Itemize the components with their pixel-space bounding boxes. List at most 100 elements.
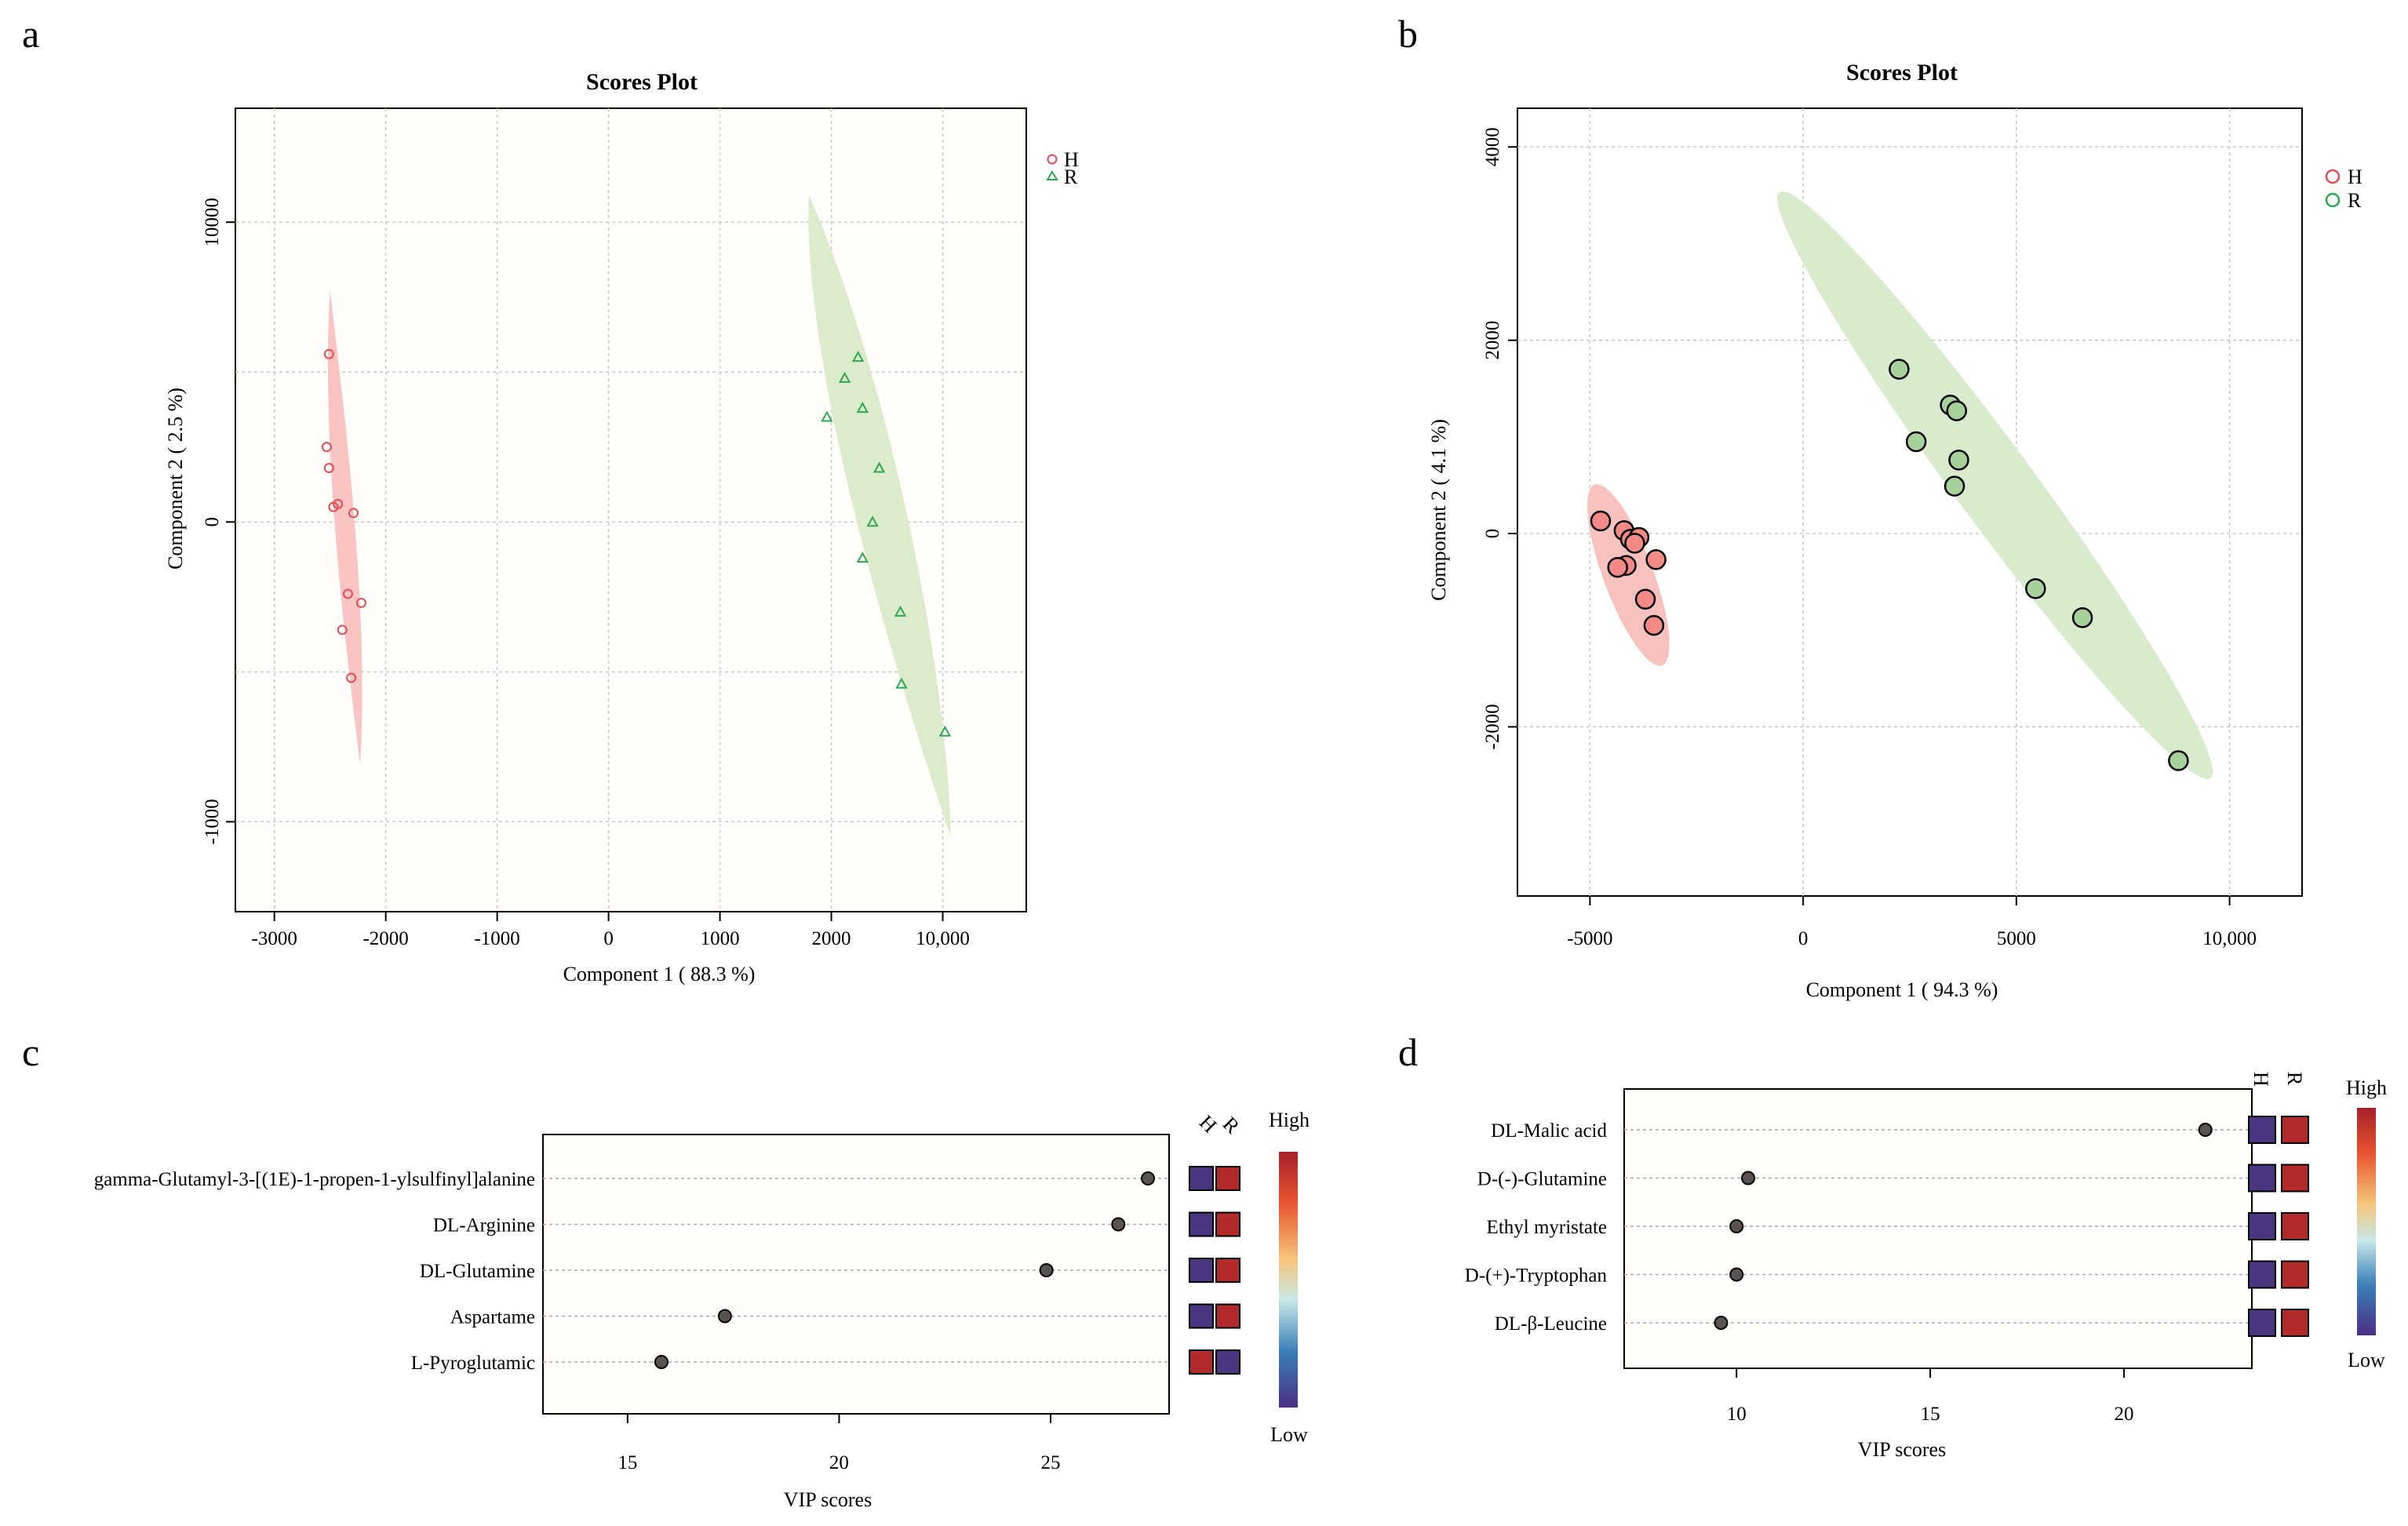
point-r — [821, 410, 833, 422]
x-tick-label: 2000 — [812, 928, 851, 949]
x-tick-label: -2000 — [362, 928, 408, 949]
panel-a-legend-r-marker — [1046, 170, 1058, 180]
point-r — [872, 461, 886, 473]
x-tick-label: 25 — [1041, 1452, 1061, 1473]
heatmap-cell — [2281, 1260, 2309, 1289]
panel-c-vip-plot: gamma-Glutamyl-3-[(1E)-1-propen-1-ylsulf… — [94, 1109, 1310, 1511]
point-r — [851, 351, 865, 362]
confidence-ellipse-r — [1777, 191, 2213, 780]
panel-c-legend-high: High — [1269, 1109, 1310, 1131]
point-r — [838, 371, 851, 383]
panel-b-y-axis-label: Component 2 ( 4.1 %) — [1427, 419, 1450, 601]
panel-a-legend: H R — [1046, 148, 1079, 188]
panel-a-scores-plot: -3000 -2000 -1000 0 1000 2000 10,000 -1000 0 1000… — [164, 69, 1079, 985]
point-h — [1590, 510, 1612, 532]
x-tick-label: 20 — [2115, 1404, 2134, 1425]
point-r — [1948, 450, 1969, 471]
x-tick-label: -3000 — [252, 928, 297, 949]
point-r — [895, 677, 908, 689]
panel-a-plot-area — [235, 107, 1027, 912]
panel-c-plot-area — [542, 1134, 1170, 1415]
point-r — [1946, 400, 1968, 421]
heatmap-cell — [2281, 1164, 2309, 1193]
heatmap-cell — [1189, 1166, 1214, 1191]
panel-letter-d: d — [1398, 1030, 1418, 1074]
panel-a-ticks: -3000 -2000 -1000 0 1000 2000 10,000 -1000 0 1000… — [202, 198, 970, 949]
x-tick-label: 5000 — [1997, 928, 2036, 949]
heatmap-cell — [2248, 1116, 2276, 1144]
point-h — [346, 672, 357, 683]
heatmap-cell — [2248, 1212, 2276, 1240]
x-tick-label: 15 — [617, 1452, 637, 1473]
panel-b-legend-h-label: H — [2348, 166, 2362, 188]
point-r — [894, 605, 907, 617]
y-tick-label: 0 — [202, 517, 223, 527]
heatmap-cell — [1189, 1258, 1214, 1283]
vip-point — [1111, 1217, 1126, 1232]
heatmap-cell — [2281, 1212, 2309, 1240]
heatmap-cell — [2281, 1116, 2309, 1144]
panel-b-points — [1590, 359, 2189, 771]
panel-d-rows: DL-Malic acid D-(-)-Glutamine Ethyl myrist… — [1465, 1116, 2309, 1337]
confidence-ellipse-h — [327, 291, 362, 765]
panel-c-color-scale — [1279, 1152, 1298, 1408]
vip-point — [1039, 1263, 1054, 1277]
point-h — [1624, 533, 1645, 554]
x-tick-label: 10,000 — [2202, 928, 2257, 949]
vip-point — [1714, 1316, 1729, 1330]
point-r — [866, 515, 879, 527]
panel-c-heat-col-r: R — [1219, 1113, 1244, 1138]
point-h — [1634, 588, 1656, 610]
panel-a-points — [321, 348, 952, 737]
panel-a-grid — [235, 108, 1026, 912]
heatmap-cell — [2248, 1309, 2276, 1337]
panel-b-scores-plot: -5000 0 5000 10,000 -2000 0 2000 4000 Scores Pl… — [1427, 60, 2362, 1001]
category-label: gamma-Glutamyl-3-[(1E)-1-propen-1-ylsulf… — [94, 1169, 535, 1190]
category-label: D-(+)-Tryptophan — [1465, 1266, 1608, 1287]
heatmap-cell — [1215, 1166, 1240, 1191]
heatmap-cell — [2248, 1164, 2276, 1193]
panel-b-legend-h-marker — [2325, 169, 2341, 184]
x-tick-label: 20 — [829, 1452, 849, 1473]
category-label: L-Pyroglutamic — [411, 1353, 535, 1374]
panel-letter-c: c — [22, 1030, 39, 1074]
panel-b-ticks: -5000 0 5000 10,000 -2000 0 2000 4000 — [1482, 127, 2257, 949]
heatmap-cell — [1215, 1303, 1240, 1329]
point-h — [1645, 549, 1667, 570]
point-h — [333, 498, 344, 509]
y-tick-label: 10000 — [202, 198, 223, 247]
x-tick-label: 15 — [1921, 1404, 1940, 1425]
panel-letter-a: a — [22, 12, 39, 56]
vip-point — [2198, 1123, 2213, 1137]
panel-d-plot-area — [1623, 1088, 2253, 1369]
heatmap-cell — [1189, 1211, 1214, 1237]
vip-point — [1141, 1171, 1156, 1185]
panel-b-x-axis-label: Component 1 ( 94.3 %) — [1806, 978, 1998, 1001]
x-tick-label: -5000 — [1567, 928, 1612, 949]
heatmap-cell — [1215, 1349, 1240, 1375]
point-h — [1643, 614, 1665, 636]
point-h — [323, 463, 334, 474]
point-h — [355, 597, 366, 608]
panel-a-title: Scores Plot — [586, 69, 698, 95]
heatmap-cell — [1189, 1349, 1214, 1375]
panel-b-legend-r-marker — [2325, 192, 2341, 208]
panel-b-legend: H R — [2325, 166, 2362, 212]
heatmap-cell — [2281, 1309, 2309, 1337]
point-h — [342, 588, 353, 599]
heatmap-cell — [2248, 1260, 2276, 1289]
point-r — [1905, 431, 1927, 453]
category-label: DL-Arginine — [433, 1215, 535, 1236]
x-tick-label: 10 — [1727, 1404, 1747, 1425]
panel-b-legend-r-label: R — [2348, 189, 2362, 212]
y-tick-label: 4000 — [1482, 127, 1503, 166]
point-h — [337, 625, 348, 636]
vip-point — [1741, 1171, 1756, 1185]
panel-b-title: Scores Plot — [1846, 60, 1958, 86]
point-h — [1607, 556, 1628, 578]
panel-a-y-axis-label: Component 2 ( 2.5 %) — [164, 388, 187, 570]
point-r — [938, 725, 952, 737]
panel-a-legend-h-marker — [1047, 154, 1058, 165]
heatmap-cell — [1189, 1303, 1214, 1329]
confidence-ellipse-r — [808, 195, 951, 837]
